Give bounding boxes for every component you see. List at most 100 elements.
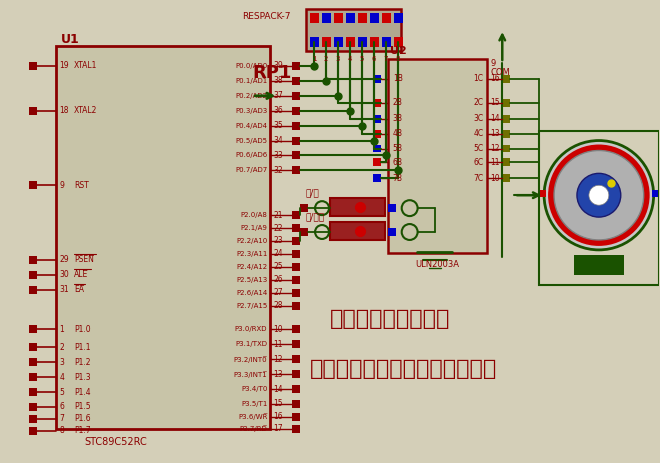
Bar <box>300 204 308 212</box>
Text: P1.5: P1.5 <box>74 402 90 412</box>
Bar <box>29 325 37 333</box>
Text: 7C: 7C <box>473 174 483 183</box>
Bar <box>29 388 37 396</box>
Text: 18: 18 <box>59 106 69 115</box>
Text: P3.0/RXD: P3.0/RXD <box>235 326 267 332</box>
Bar <box>381 37 391 47</box>
Bar <box>373 158 381 166</box>
Text: 23: 23 <box>273 237 283 245</box>
Text: 2C: 2C <box>473 98 483 107</box>
Text: P0.2/AD2: P0.2/AD2 <box>235 93 267 99</box>
Circle shape <box>548 144 649 246</box>
Text: 24: 24 <box>273 250 283 258</box>
Text: 1: 1 <box>59 325 64 334</box>
Text: 4C: 4C <box>473 129 483 138</box>
Text: 7: 7 <box>383 56 388 62</box>
Bar <box>334 13 343 23</box>
Bar <box>322 13 331 23</box>
Text: P3.7/RD̅: P3.7/RD̅ <box>240 425 267 432</box>
Text: 查询实现模式切换及正反转控制: 查询实现模式切换及正反转控制 <box>310 359 498 379</box>
Bar <box>394 37 403 47</box>
Text: 37: 37 <box>273 91 283 100</box>
Text: P3.6/WR̅: P3.6/WR̅ <box>238 413 267 420</box>
Bar <box>29 415 37 423</box>
Bar <box>292 122 300 130</box>
Text: 21: 21 <box>273 211 282 219</box>
Text: 14: 14 <box>273 385 283 394</box>
Text: 25: 25 <box>273 262 283 271</box>
Text: 33: 33 <box>273 151 283 160</box>
Bar <box>292 151 300 159</box>
Bar <box>388 59 487 253</box>
Text: 16: 16 <box>490 75 500 83</box>
Text: 5: 5 <box>59 388 64 396</box>
Text: 3: 3 <box>336 56 340 62</box>
Text: 32: 32 <box>273 166 283 175</box>
Text: COM: COM <box>490 69 510 77</box>
Text: P1.0: P1.0 <box>74 325 90 334</box>
Bar <box>373 175 381 182</box>
Text: 3C: 3C <box>473 114 483 123</box>
Text: P0.5/AD5: P0.5/AD5 <box>235 138 267 144</box>
Bar <box>29 286 37 294</box>
Bar <box>310 37 319 47</box>
Text: 15: 15 <box>490 98 500 107</box>
Bar <box>292 250 300 258</box>
Text: P2.3/A11: P2.3/A11 <box>236 251 267 257</box>
Text: 13: 13 <box>490 129 500 138</box>
Text: RST: RST <box>74 181 89 190</box>
Text: 4B: 4B <box>393 129 403 138</box>
Text: 6C: 6C <box>473 158 483 167</box>
Bar <box>346 13 355 23</box>
Bar <box>373 75 381 83</box>
Text: P1.3: P1.3 <box>74 373 90 382</box>
Bar <box>29 403 37 411</box>
Bar <box>388 228 396 236</box>
Text: P0.7/AD7: P0.7/AD7 <box>235 167 267 173</box>
Bar <box>29 344 37 351</box>
Bar <box>574 255 624 275</box>
Text: 4: 4 <box>59 373 64 382</box>
Bar <box>502 175 510 182</box>
Bar <box>300 228 308 236</box>
Bar <box>373 130 381 138</box>
Text: 16: 16 <box>273 413 283 421</box>
Bar <box>292 77 300 85</box>
Text: 38: 38 <box>273 76 283 85</box>
Bar <box>381 13 391 23</box>
Bar <box>292 276 300 284</box>
Text: PSEN̅: PSEN̅ <box>74 255 94 264</box>
Text: P1.7: P1.7 <box>74 426 90 435</box>
Text: 9: 9 <box>59 181 64 190</box>
Text: ALE̅: ALE̅ <box>74 270 88 279</box>
Text: XTAL1: XTAL1 <box>74 62 98 70</box>
Bar <box>292 355 300 363</box>
Bar <box>292 400 300 408</box>
Bar <box>292 340 300 348</box>
Text: 5B: 5B <box>393 144 403 153</box>
Text: 11: 11 <box>490 158 500 167</box>
Text: 10: 10 <box>273 325 283 334</box>
Text: P0.3/AD3: P0.3/AD3 <box>235 108 267 114</box>
Text: U2: U2 <box>390 46 407 56</box>
Bar <box>358 37 367 47</box>
Text: 2B: 2B <box>393 98 403 107</box>
Text: P1.6: P1.6 <box>74 414 90 423</box>
Text: P2.2/A10: P2.2/A10 <box>236 238 267 244</box>
Text: RESPACK-7: RESPACK-7 <box>242 12 291 21</box>
Text: 26: 26 <box>273 275 283 284</box>
Text: P3.1/TXD: P3.1/TXD <box>235 341 267 347</box>
Text: 6: 6 <box>59 402 64 412</box>
Text: 29: 29 <box>59 255 69 264</box>
Bar <box>370 13 379 23</box>
Bar <box>29 271 37 279</box>
Text: P1.1: P1.1 <box>74 343 90 352</box>
Circle shape <box>544 141 653 250</box>
Text: STC89C52RC: STC89C52RC <box>84 437 147 447</box>
Bar <box>502 144 510 152</box>
Bar <box>292 137 300 144</box>
Text: 36: 36 <box>273 106 283 115</box>
Bar <box>292 166 300 175</box>
Bar <box>370 37 379 47</box>
Bar <box>330 222 385 240</box>
